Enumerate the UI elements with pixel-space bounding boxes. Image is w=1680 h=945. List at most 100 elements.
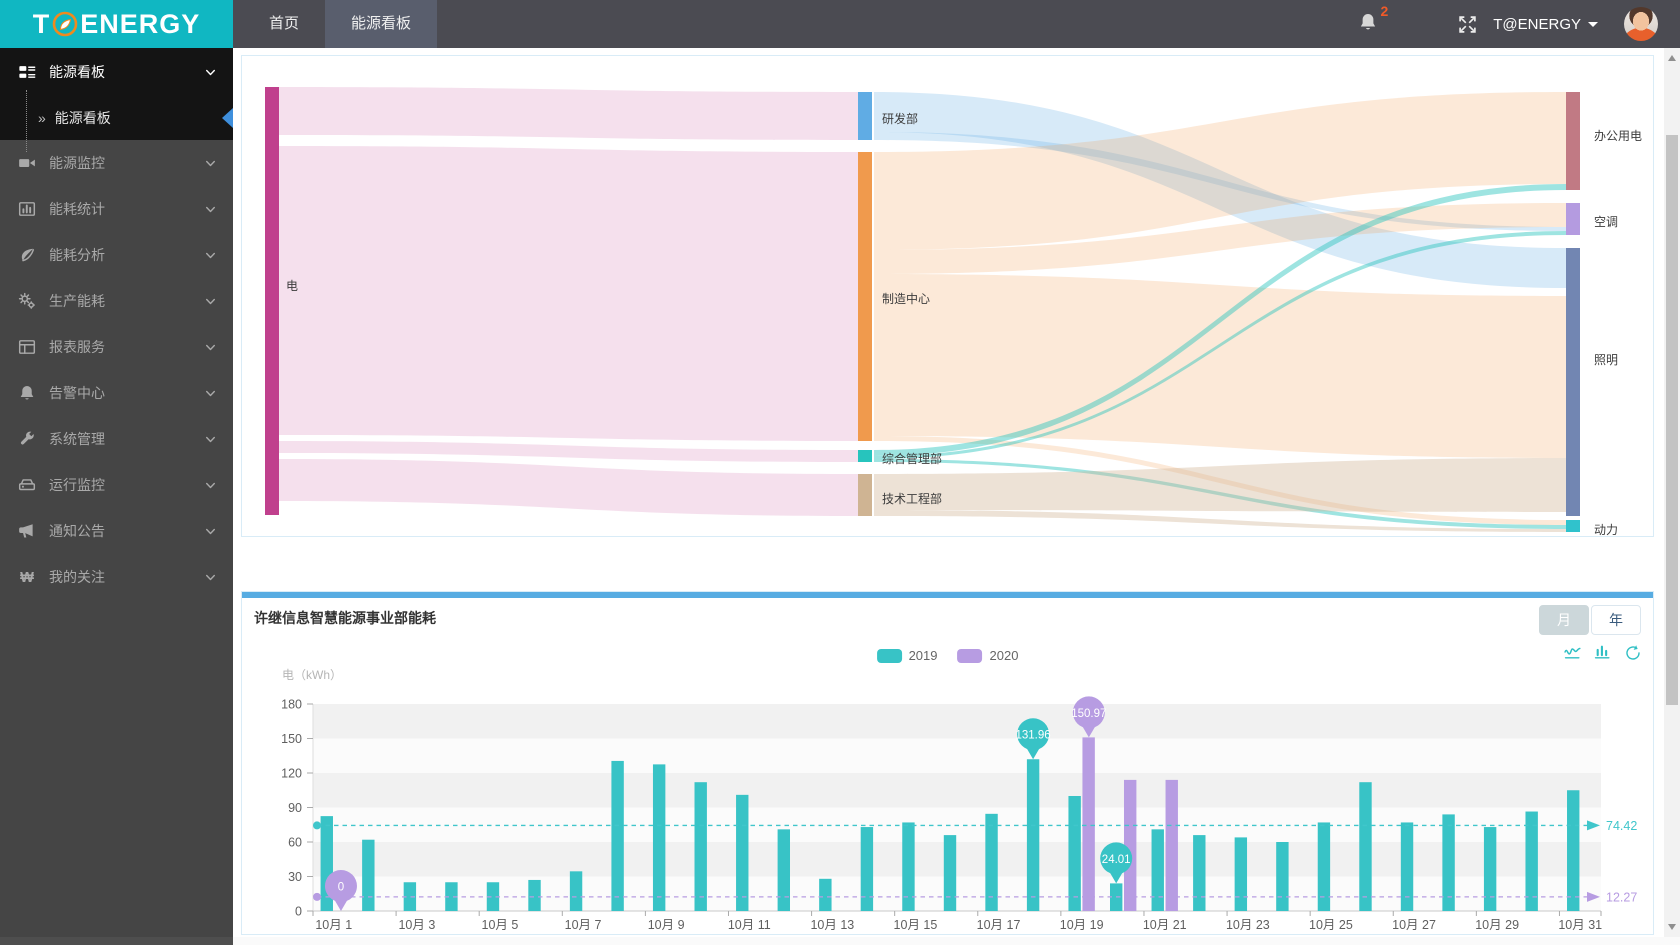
avatar[interactable] [1624, 7, 1658, 41]
grid-band [313, 876, 1601, 911]
sankey-link [874, 436, 1566, 525]
bar-2019-day-3[interactable] [403, 882, 417, 911]
refresh-icon[interactable] [1624, 644, 1643, 663]
bar-2019-day-6[interactable] [528, 879, 541, 911]
sidebar-item-能耗统计[interactable]: 能耗统计 [0, 186, 233, 232]
bar-2019-day-19[interactable] [1068, 796, 1081, 911]
sidebar-subitem-能源看板[interactable]: » 能源看板 [0, 96, 233, 140]
sankey-node-空调[interactable] [1566, 203, 1580, 235]
header-tabs: 首页 能源看板 [243, 0, 438, 48]
sidebar-item-告警中心[interactable]: 告警中心 [0, 370, 233, 416]
bar-chart-icon[interactable] [1594, 644, 1613, 663]
marker-pin-2020 [1072, 696, 1105, 729]
sankey-node-研发部[interactable] [858, 92, 872, 140]
logo-suffix: ENERGY [80, 8, 201, 39]
sidebar-item-生产能耗[interactable]: 生产能耗 [0, 278, 233, 324]
horizontal-scrollbar[interactable] [0, 937, 1680, 945]
x-tick-label: 10月 31 [1558, 918, 1602, 932]
average-line-arrow-icon [1587, 891, 1600, 902]
sidebar-item-运行监控[interactable]: 运行监控 [0, 462, 233, 508]
sankey-link [279, 87, 858, 140]
bar-2019-day-5[interactable] [486, 882, 500, 911]
bar-2019-day-16[interactable] [943, 835, 957, 911]
bar-2019-day-25[interactable] [1317, 822, 1331, 911]
fullscreen-icon[interactable] [1458, 15, 1477, 34]
bar-2019-day-29[interactable] [1483, 827, 1497, 911]
line-chart-icon[interactable] [1564, 644, 1583, 663]
scroll-up-arrow-icon[interactable] [1668, 55, 1676, 61]
sankey-node-电[interactable] [265, 87, 279, 515]
marker-value-label: 131.96 [1016, 730, 1051, 742]
sankey-node-综合管理部[interactable] [858, 450, 872, 462]
sankey-node-label: 空调 [1594, 215, 1618, 229]
user-menu[interactable]: T@ENERGY [1493, 16, 1598, 33]
legend-label: 2020 [989, 648, 1019, 663]
bar-2019-day-15[interactable] [902, 822, 915, 911]
average-value-label: 74.42 [1606, 819, 1637, 833]
scroll-down-arrow-icon[interactable] [1668, 924, 1676, 930]
bar-2019-day-24[interactable] [1276, 842, 1289, 911]
sankey-link [279, 459, 858, 516]
tab-能源看板[interactable]: 能源看板 [325, 0, 438, 48]
bar-2019-day-12[interactable] [777, 829, 791, 911]
sidebar-subitem-label: 能源看板 [54, 110, 111, 126]
month-button[interactable]: 月 [1539, 605, 1589, 635]
legend-item-2020[interactable]: 2020 [957, 648, 1019, 663]
bar-2019-day-7[interactable] [569, 871, 583, 911]
bar-2019-day-9[interactable] [652, 764, 666, 911]
bar-2019-day-23[interactable] [1234, 837, 1248, 911]
bar-2019-day-27[interactable] [1400, 822, 1414, 911]
sidebar-item-系统管理[interactable]: 系统管理 [0, 416, 233, 462]
bar-2019-day-10[interactable] [694, 782, 707, 911]
sidebar-item-能源看板[interactable]: 能源看板 [0, 48, 233, 96]
marker-pin-tail [1026, 747, 1041, 760]
bar-2019-day-26[interactable] [1359, 782, 1372, 911]
bar-2019-day-28[interactable] [1442, 814, 1455, 911]
sankey-node-label: 动力 [1594, 523, 1618, 536]
marker-value-label: 150.97 [1071, 708, 1106, 720]
sidebar-item-label: 报表服务 [49, 339, 105, 355]
bar-2019-day-8[interactable] [611, 760, 624, 911]
username: T@ENERGY [1493, 15, 1581, 33]
notifications-button[interactable]: 2 [1358, 3, 1388, 37]
sankey-node-制造中心[interactable] [858, 152, 872, 441]
sankey-node-动力[interactable] [1566, 520, 1580, 532]
chevron-down-icon [204, 157, 217, 170]
sankey-node-照明[interactable] [1566, 248, 1580, 516]
bar-2019-day-4[interactable] [445, 882, 458, 911]
sidebar-item-label: 告警中心 [49, 385, 105, 401]
sankey-node-技术工程部[interactable] [858, 474, 872, 516]
vertical-scrollbar-thumb[interactable] [1666, 135, 1678, 705]
y-tick-label: 60 [288, 836, 302, 850]
sidebar-item-能耗分析[interactable]: 能耗分析 [0, 232, 233, 278]
horizontal-scrollbar-thumb[interactable] [0, 937, 233, 945]
bar-2019-day-13[interactable] [819, 878, 832, 911]
sidebar-item-我的关注[interactable]: ₩ 我的关注 [0, 554, 233, 600]
bar-2019-day-21[interactable] [1151, 829, 1164, 911]
sidebar-item-label: 能源监控 [49, 155, 105, 171]
tab-首页[interactable]: 首页 [269, 15, 300, 32]
bar-2020-day-20[interactable] [1123, 779, 1137, 911]
x-tick-label: 10月 5 [482, 918, 519, 932]
sidebar-group-能耗分析: 能耗分析 [0, 232, 233, 278]
sidebar-item-能源监控[interactable]: 能源监控 [0, 140, 233, 186]
bar-2019-day-31[interactable] [1567, 790, 1580, 911]
bar-2019-day-2[interactable] [362, 839, 375, 911]
bar-2019-day-22[interactable] [1193, 835, 1206, 911]
sankey-link [279, 441, 858, 462]
legend-item-2019[interactable]: 2019 [876, 648, 938, 663]
period-switch: 月 年 [1539, 605, 1641, 635]
bar-2019-day-17[interactable] [985, 813, 998, 911]
vertical-scrollbar[interactable] [1664, 48, 1680, 937]
bar-2019-day-14[interactable] [860, 827, 874, 911]
bar-2020-day-21[interactable] [1165, 779, 1178, 911]
sidebar-item-通知公告[interactable]: 通知公告 [0, 508, 233, 554]
sidebar-item-报表服务[interactable]: 报表服务 [0, 324, 233, 370]
year-button[interactable]: 年 [1591, 605, 1641, 635]
sankey-node-办公用电[interactable] [1566, 92, 1580, 190]
marker-value-label: 24.01 [1102, 854, 1131, 866]
bar-2020-day-19[interactable] [1082, 737, 1095, 911]
bar-2019-day-18[interactable] [1026, 759, 1040, 911]
bar-2019-day-11[interactable] [736, 794, 749, 911]
bar-2019-day-30[interactable] [1525, 811, 1538, 911]
